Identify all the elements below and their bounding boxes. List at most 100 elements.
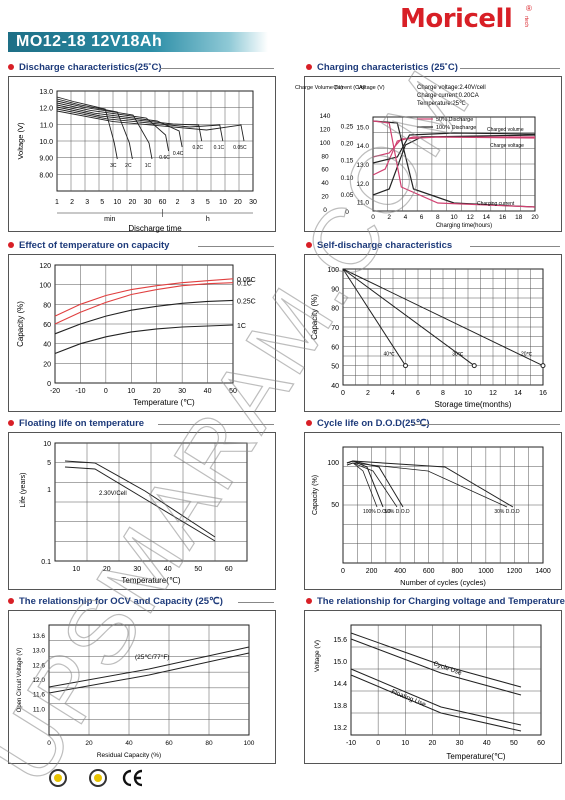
x-tick-label: 20 <box>234 199 242 206</box>
x-tick-label: 14 <box>483 214 491 221</box>
cyclelife-curve <box>346 460 514 508</box>
x-tick-label: 20 <box>429 740 437 747</box>
y-tick-label: 15.6 <box>333 637 347 644</box>
discharge-curve <box>56 102 170 152</box>
y-tick-label: 60 <box>43 322 51 329</box>
section-title-temperature: Effect of temperature on capacity <box>8 240 169 251</box>
x-axis-label: Residual Capacity (%) <box>97 752 161 759</box>
x-tick-label: 50 <box>194 566 202 573</box>
legend-entry: 100% Discharge <box>436 125 476 131</box>
x-tick-label: 2 <box>366 390 370 397</box>
panel-chargevoltage: 15.6 15.0 14.4 13.8 13.2 -10 0 10 20 30 40 50 60 Volt… <box>304 610 562 764</box>
divider <box>198 246 274 247</box>
annotation: 2.30V/Cell <box>99 491 127 497</box>
series-label: 50% D.O.D <box>384 509 410 515</box>
ocv-chart: 13.6 13.0 12.6 12.0 11.6 11.0 0 20 40 60 80 100 Open… <box>17 624 255 759</box>
x-axis-label: Discharge time <box>128 224 182 233</box>
chart-note: Temperature:25℃ <box>417 101 466 107</box>
section-title-cyclelife: Cycle life on D.O.D(25℃) <box>306 418 430 429</box>
bullet-icon <box>8 64 14 71</box>
temperature-series-line <box>54 282 234 325</box>
bullet-icon <box>8 420 14 427</box>
y-tick-label: 0 <box>47 381 51 388</box>
series-label: 100% D.O.D <box>363 509 391 515</box>
x-tick-label: 0 <box>341 568 345 575</box>
selfdischarge-chart: 40 50 60 70 80 90 100 0 2 4 6 8 10 12 14 16 Capacity (%)… <box>310 267 547 409</box>
y-tick-label: 13.8 <box>333 703 347 710</box>
discharge-curve <box>56 98 133 160</box>
model-title: MO12-18 12V18Ah <box>16 33 163 50</box>
selfdischarge-line <box>342 268 544 367</box>
x-tick-label: 4 <box>391 390 395 397</box>
x-tick-label: 20 <box>103 566 111 573</box>
x-tick-label: -10 <box>346 740 356 747</box>
data-point <box>471 363 477 369</box>
x-tick-label: 4 <box>404 214 408 221</box>
section-title-selfdischarge: Self-discharge characteristics <box>306 240 452 251</box>
cyclelife-curve-lower <box>346 462 508 508</box>
x-tick-label: 1000 <box>478 568 494 575</box>
x-tick-label: 10 <box>464 390 472 397</box>
divider <box>238 602 274 603</box>
temperature-series-line <box>54 324 234 355</box>
x-tick-label: 40 <box>125 740 133 747</box>
series-label: 0.4C <box>173 151 184 157</box>
charge-voltage-curve-100 <box>372 132 536 164</box>
y-axis-label: Open Circuit Voltage (V) <box>17 648 23 713</box>
x-tick-label: -10 <box>75 388 85 395</box>
y-tick-label: 0.15 <box>341 158 354 165</box>
series-label: 1C <box>237 323 246 330</box>
plot-area <box>350 624 542 736</box>
curve-label: Charge voltage <box>490 143 524 149</box>
y-tick-label: 14.0 <box>356 143 369 150</box>
bullet-icon <box>8 242 14 249</box>
selfdischarge-line <box>342 268 475 367</box>
y-tick-label: 50 <box>331 364 339 371</box>
ocv-line-lower <box>48 652 250 694</box>
x-tick-label: 2 <box>176 199 180 206</box>
y-axis-label: Voltage (V) <box>16 122 25 160</box>
x-tick-label: 40 <box>164 566 172 573</box>
x-tick-label: 3 <box>191 199 195 206</box>
x-tick-label: 6 <box>420 214 424 221</box>
brand-subtext: rtech <box>523 16 529 28</box>
series-label: 3C <box>110 163 117 169</box>
chart-note: Charge current:0.20CA <box>417 93 479 99</box>
x-tick-label: 50 <box>510 740 518 747</box>
x-axis-label: Number of cycles (cycles) <box>400 578 486 587</box>
divider <box>160 68 274 69</box>
panel-temperature: 0 20 40 60 80 100 120 -20 -10 0 10 20 30 40 50 Capacity… <box>8 254 276 412</box>
section-title-discharge: Discharge characteristics(25˚C) <box>8 62 162 73</box>
section-title-chargevoltage: The relationship for Charging voltage an… <box>306 596 565 607</box>
series-label: 2C <box>125 163 132 169</box>
legend-entry: 50% Discharge <box>436 117 473 123</box>
data-point <box>540 363 546 369</box>
x-axis-label: Temperature (℃) <box>133 398 195 407</box>
unit-label: min <box>104 216 115 223</box>
x-axis-label: Storage time(months) <box>435 400 512 409</box>
series-label: 0.1C <box>237 281 252 288</box>
x-tick-label: 20 <box>128 199 136 206</box>
x-tick-label: 16 <box>539 390 547 397</box>
x-tick-label: 20 <box>85 740 93 747</box>
x-tick-label: 5 <box>100 199 104 206</box>
x-tick-label: 60 <box>225 566 233 573</box>
y-tick-label: 40 <box>331 383 339 390</box>
divider <box>460 68 560 69</box>
y-tick-label: 90 <box>331 286 339 293</box>
discharge-curve <box>56 108 224 142</box>
y-tick-label: 15.0 <box>333 659 347 666</box>
x-tick-label: 40 <box>204 388 212 395</box>
y-tick-label: 14.4 <box>333 681 347 688</box>
y-axis-label: Capacity (%) <box>16 301 25 347</box>
cyclelife-chart: 100 50 0 200 400 600 800 1000 1200 1400 Capacity (… <box>312 446 551 587</box>
y-tick-label: 12.0 <box>32 677 45 684</box>
x-tick-label: 0 <box>47 740 51 747</box>
x-tick-label: 0 <box>376 740 380 747</box>
x-tick-label: 1 <box>55 199 59 206</box>
x-tick-label: 8 <box>436 214 440 221</box>
y-tick-label: 12.6 <box>32 662 45 669</box>
section-title-ocv: The relationship for OCV and Capacity (2… <box>8 596 223 607</box>
y-tick-label: 40 <box>321 180 329 187</box>
y-tick-label: 10.0 <box>39 139 53 146</box>
